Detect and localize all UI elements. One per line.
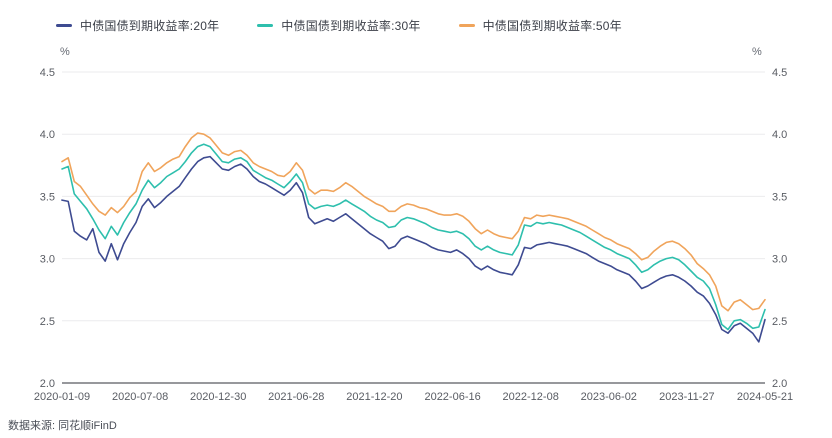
legend-label: 中债国债到期收益率:20年 xyxy=(80,19,220,33)
legend-item-20y[interactable]: 中债国债到期收益率:20年 xyxy=(56,17,219,34)
x-tick-label: 2024-05-21 xyxy=(737,391,793,403)
series-line-30y xyxy=(61,143,766,331)
x-tick-label: 2021-06-28 xyxy=(268,391,324,403)
y-tick-label-right: 4.0 xyxy=(772,129,787,141)
x-tick-label: 2023-06-02 xyxy=(581,391,637,403)
legend-label: 中债国债到期收益率:30年 xyxy=(281,19,421,33)
y-tick-label-left: 3.0 xyxy=(40,254,55,266)
legend-line-swatch xyxy=(458,24,475,27)
y-axis-unit-right: % xyxy=(752,46,762,58)
y-tick-label-left: 2.0 xyxy=(40,378,55,390)
y-tick-label-right: 3.5 xyxy=(772,191,787,203)
y-tick-label-right: 3.0 xyxy=(772,254,787,266)
y-tick-label-right: 4.5 xyxy=(772,67,787,79)
series-line-50y xyxy=(61,132,766,312)
y-tick-label-left: 3.5 xyxy=(40,191,55,203)
x-tick-label: 2020-07-08 xyxy=(112,391,168,403)
x-tick-label: 2022-06-16 xyxy=(424,391,480,403)
x-tick-label: 2020-12-30 xyxy=(190,391,246,403)
legend-line-swatch xyxy=(257,24,274,27)
y-tick-label-left: 2.5 xyxy=(40,316,55,328)
legend-item-30y[interactable]: 中债国债到期收益率:30年 xyxy=(257,17,420,34)
x-tick-label: 2023-11-27 xyxy=(659,391,714,403)
y-axis-unit-left: % xyxy=(60,46,70,58)
x-tick-label: 2022-12-08 xyxy=(503,391,559,403)
y-tick-label-left: 4.0 xyxy=(40,129,55,141)
legend-item-50y[interactable]: 中债国债到期收益率:50年 xyxy=(458,17,622,34)
series-line-20y xyxy=(61,155,766,343)
legend-line-swatch xyxy=(56,24,72,27)
x-tick-label: 2021-12-20 xyxy=(346,391,402,403)
x-tick-label: 2020-01-09 xyxy=(34,391,90,403)
y-tick-label-right: 2.0 xyxy=(772,378,787,390)
chart-legend: 中债国债到期收益率:20年 中债国债到期收益率:30年 中债国债到期收益率:50年 xyxy=(56,17,622,34)
data-source-label: 数据来源: 同花顺iFinD xyxy=(8,420,117,432)
legend-label: 中债国债到期收益率:50年 xyxy=(482,19,622,33)
y-tick-label-left: 4.5 xyxy=(40,67,55,79)
y-tick-label-right: 2.5 xyxy=(772,316,787,328)
